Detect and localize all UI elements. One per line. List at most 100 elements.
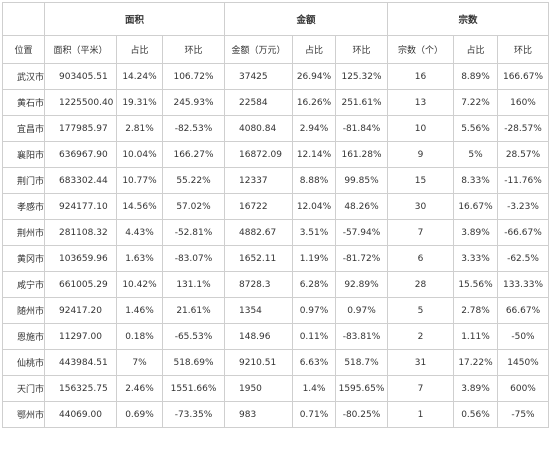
table-row: 荆门市 683302.44 10.77% 55.22% 12337 8.88% 99.85%… — [2, 167, 549, 194]
cell-area: 683302.44 — [44, 167, 117, 194]
cell-amount-share: 6.63% — [292, 349, 336, 376]
cell-count-share: 1.11% — [453, 323, 498, 350]
land-stats-table: 面积 金额 宗数 位置 面积（平米） 占比 环比 金额（万元） 占比 环比 宗数… — [2, 2, 549, 428]
table-row: 恩施市 11297.00 0.18% -65.53% 148.96 0.11% -83.81… — [2, 323, 549, 350]
group-header-blank — [2, 2, 45, 36]
cell-area-share: 14.56% — [116, 193, 163, 220]
cell-count-share: 7.22% — [453, 89, 498, 116]
cell-area-change: -65.53% — [162, 323, 225, 350]
cell-count-share: 16.67% — [453, 193, 498, 220]
cell-area: 177985.97 — [44, 115, 117, 142]
cell-area-share: 2.46% — [116, 375, 163, 402]
cell-area: 443984.51 — [44, 349, 117, 376]
cell-area-share: 1.46% — [116, 297, 163, 324]
cell-area: 11297.00 — [44, 323, 117, 350]
group-header-row: 面积 金额 宗数 — [2, 2, 549, 36]
cell-area: 1225500.40 — [44, 89, 117, 116]
cell-area: 924177.10 — [44, 193, 117, 220]
cell-amount-share: 8.88% — [292, 167, 336, 194]
cell-count: 15 — [387, 167, 454, 194]
cell-count: 16 — [387, 63, 454, 90]
cell-location: 仙桃市 — [2, 349, 45, 376]
cell-count: 9 — [387, 141, 454, 168]
cell-count-change: 28.57% — [497, 141, 549, 168]
cell-amount-share: 1.4% — [292, 375, 336, 402]
cell-area-change: 518.69% — [162, 349, 225, 376]
cell-amount: 148.96 — [224, 323, 293, 350]
cell-count: 30 — [387, 193, 454, 220]
cell-count-change: -50% — [497, 323, 549, 350]
cell-area-change: 1551.66% — [162, 375, 225, 402]
table-row: 随州市 92417.20 1.46% 21.61% 1354 0.97% 0.97% 5 2.7… — [2, 297, 549, 324]
cell-area-share: 14.24% — [116, 63, 163, 90]
cell-amount: 9210.51 — [224, 349, 293, 376]
cell-amount-share: 12.14% — [292, 141, 336, 168]
cell-amount-share: 3.51% — [292, 219, 336, 246]
cell-count: 7 — [387, 219, 454, 246]
cell-location: 天门市 — [2, 375, 45, 402]
table-row: 咸宁市 661005.29 10.42% 131.1% 8728.3 6.28% 92.89… — [2, 271, 549, 298]
cell-count-change: -62.5% — [497, 245, 549, 272]
column-header-count-change: 环比 — [497, 35, 549, 64]
cell-amount-share: 6.28% — [292, 271, 336, 298]
table-row: 鄂州市 44069.00 0.69% -73.35% 983 0.71% -80.25% 1 0… — [2, 401, 549, 428]
cell-location: 荆门市 — [2, 167, 45, 194]
table-row: 襄阳市 636967.90 10.04% 166.27% 16872.09 12.14% 1… — [2, 141, 549, 168]
cell-amount-share: 0.71% — [292, 401, 336, 428]
cell-area-share: 0.69% — [116, 401, 163, 428]
cell-amount-change: -80.25% — [335, 401, 388, 428]
cell-area-share: 1.63% — [116, 245, 163, 272]
cell-area: 903405.51 — [44, 63, 117, 90]
cell-count: 31 — [387, 349, 454, 376]
cell-area-share: 4.43% — [116, 219, 163, 246]
cell-amount: 983 — [224, 401, 293, 428]
cell-area: 661005.29 — [44, 271, 117, 298]
cell-area-change: 21.61% — [162, 297, 225, 324]
column-header-amount: 金额（万元） — [224, 35, 293, 64]
cell-area-change: 55.22% — [162, 167, 225, 194]
cell-location: 随州市 — [2, 297, 45, 324]
cell-count-share: 3.89% — [453, 375, 498, 402]
cell-count: 6 — [387, 245, 454, 272]
cell-count: 13 — [387, 89, 454, 116]
cell-count-share: 8.33% — [453, 167, 498, 194]
table-row: 宜昌市 177985.97 2.81% -82.53% 4080.84 2.94% -81.… — [2, 115, 549, 142]
cell-area: 281108.32 — [44, 219, 117, 246]
cell-location: 荆州市 — [2, 219, 45, 246]
column-header-row: 位置 面积（平米） 占比 环比 金额（万元） 占比 环比 宗数（个） 占比 环比 — [2, 35, 549, 64]
cell-amount-change: 99.85% — [335, 167, 388, 194]
cell-amount-share: 16.26% — [292, 89, 336, 116]
cell-count-share: 5.56% — [453, 115, 498, 142]
cell-amount-share: 0.97% — [292, 297, 336, 324]
group-header-count: 宗数 — [387, 2, 549, 36]
cell-count-change: -3.23% — [497, 193, 549, 220]
cell-count-share: 15.56% — [453, 271, 498, 298]
cell-area-share: 10.77% — [116, 167, 163, 194]
cell-area-change: 245.93% — [162, 89, 225, 116]
table-row: 仙桃市 443984.51 7% 518.69% 9210.51 6.63% 518.7% 3… — [2, 349, 549, 376]
cell-count: 10 — [387, 115, 454, 142]
cell-count-change: 133.33% — [497, 271, 549, 298]
cell-area: 44069.00 — [44, 401, 117, 428]
cell-area-change: -82.53% — [162, 115, 225, 142]
cell-location: 襄阳市 — [2, 141, 45, 168]
cell-count-share: 3.33% — [453, 245, 498, 272]
cell-count-change: 166.67% — [497, 63, 549, 90]
cell-count-change: -28.57% — [497, 115, 549, 142]
cell-location: 黄冈市 — [2, 245, 45, 272]
cell-area-share: 2.81% — [116, 115, 163, 142]
cell-amount: 4882.67 — [224, 219, 293, 246]
group-header-area: 面积 — [44, 2, 225, 36]
cell-location: 鄂州市 — [2, 401, 45, 428]
column-header-amount-change: 环比 — [335, 35, 388, 64]
cell-amount: 12337 — [224, 167, 293, 194]
cell-amount-change: 161.28% — [335, 141, 388, 168]
cell-area-change: 57.02% — [162, 193, 225, 220]
cell-count-change: -75% — [497, 401, 549, 428]
cell-area: 92417.20 — [44, 297, 117, 324]
cell-area-share: 10.42% — [116, 271, 163, 298]
cell-area: 156325.75 — [44, 375, 117, 402]
cell-amount-change: -81.84% — [335, 115, 388, 142]
cell-count: 7 — [387, 375, 454, 402]
